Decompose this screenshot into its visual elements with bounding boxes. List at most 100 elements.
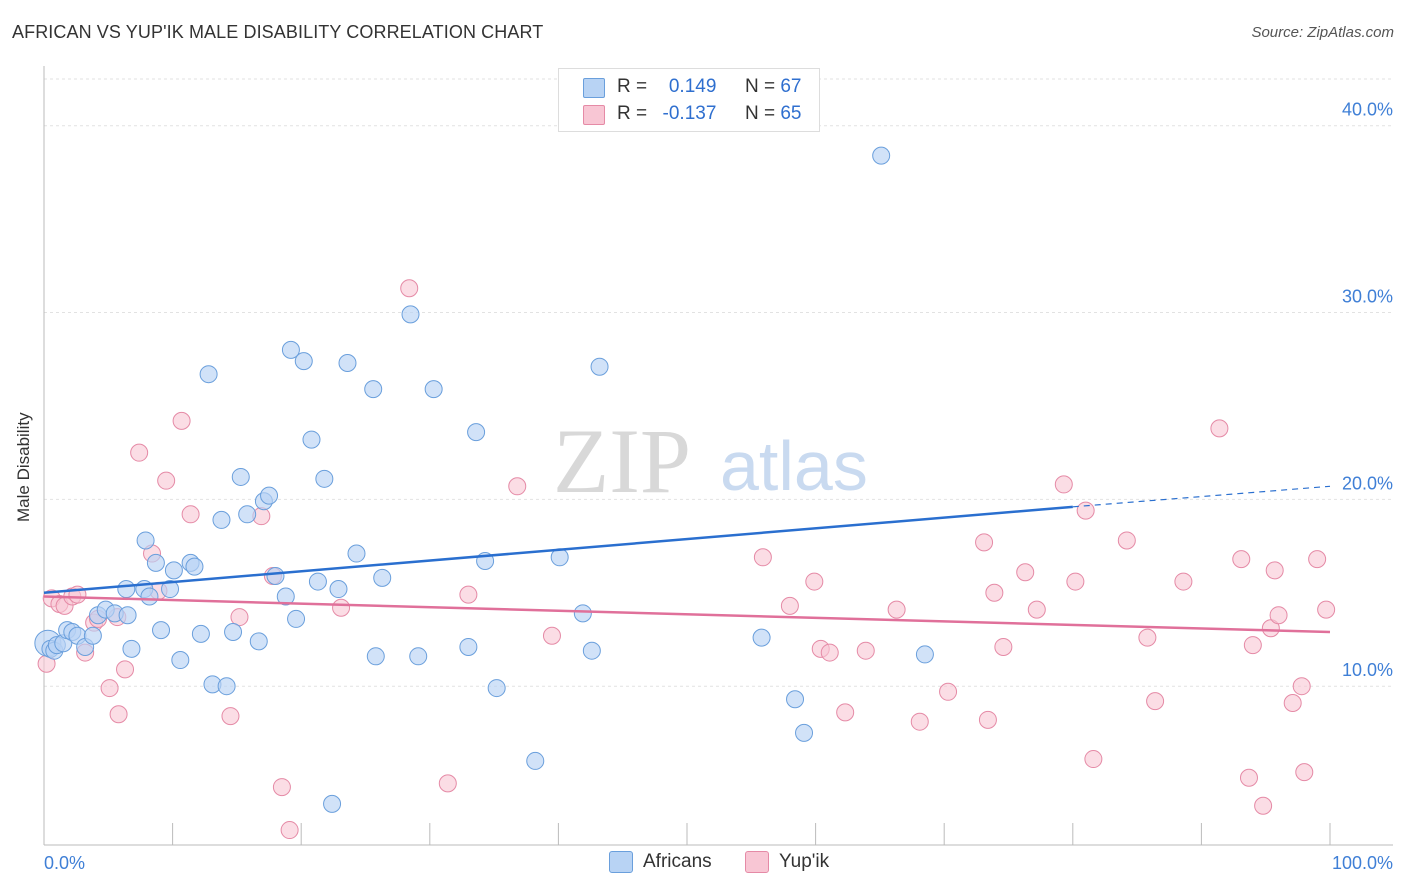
n-value-africans: 67 — [780, 76, 802, 97]
stats-text-yupik: R = -0.137 N = 65 — [617, 103, 801, 125]
africans-point — [526, 751, 545, 770]
legend-label-yupik: Yup'ik — [779, 851, 830, 872]
r-label: R = — [617, 103, 648, 124]
africans-point — [164, 561, 183, 580]
yupik-point — [1265, 561, 1284, 580]
yupik-point — [1292, 677, 1311, 696]
y-axis-label-wrap: Male Disability — [14, 350, 34, 522]
gridlines — [44, 78, 1393, 687]
africans-point — [140, 587, 159, 606]
yupik-point — [459, 585, 478, 604]
africans-trend-line — [43, 505, 1073, 595]
africans-point — [117, 580, 136, 599]
africans-trend-extension — [1072, 485, 1331, 508]
watermark-atlas: atlas — [720, 427, 868, 505]
n-label: N = — [744, 76, 776, 97]
axes — [43, 66, 1393, 846]
yupik-point — [820, 643, 839, 662]
yupik-point — [975, 533, 994, 552]
africans-point — [191, 624, 210, 643]
yupik-point — [805, 572, 824, 591]
africans-point — [590, 357, 609, 376]
yupik-trend-line — [43, 595, 1331, 634]
yupik-point — [985, 583, 1004, 602]
yupik-point — [280, 821, 299, 840]
africans-point — [308, 572, 327, 591]
africans-point — [294, 352, 313, 371]
series-yupik-points — [37, 279, 1336, 840]
yupik-point — [1076, 501, 1095, 520]
africans-point — [287, 609, 306, 628]
yupik-point — [542, 626, 561, 645]
africans-point — [136, 531, 155, 550]
africans-point — [266, 566, 285, 585]
yupik-point — [994, 637, 1013, 656]
yupik-point — [856, 641, 875, 660]
africans-point — [315, 469, 334, 488]
africans-point — [582, 641, 601, 660]
x-tick-label-min: 0.0% — [44, 853, 85, 873]
yupik-point — [1146, 692, 1165, 711]
yupik-point — [1295, 763, 1314, 782]
r-label: R = — [617, 76, 648, 97]
africans-point — [281, 340, 300, 359]
legend-item-africans[interactable]: Africans — [609, 851, 712, 873]
yupik-point — [508, 477, 527, 496]
africans-point — [224, 623, 243, 642]
y-tick-label: 40.0% — [1342, 100, 1393, 120]
africans-point — [217, 677, 236, 696]
yupik-point — [1239, 768, 1258, 787]
africans-point — [424, 380, 443, 399]
watermark: ZIP atlas — [553, 410, 868, 512]
africans-point — [83, 626, 102, 645]
yupik-point — [230, 608, 249, 627]
yupik-point — [978, 710, 997, 729]
africans-point — [467, 423, 486, 442]
series-africans-points — [34, 146, 934, 813]
africans-point — [915, 645, 934, 664]
stats-swatch-yupik — [583, 105, 605, 125]
yupik-point — [753, 548, 772, 567]
yupik-point — [1054, 475, 1073, 494]
chart-source: Source: ZipAtlas.com — [1251, 24, 1394, 41]
africans-point — [302, 430, 321, 449]
yupik-point — [1283, 694, 1302, 713]
africans-point — [146, 553, 165, 572]
y-tick-labels: 10.0% 20.0% 30.0% 40.0% — [1342, 100, 1393, 680]
africans-point — [212, 510, 231, 529]
legend-swatch-africans — [609, 851, 633, 873]
yupik-point — [181, 505, 200, 524]
africans-point — [786, 690, 805, 709]
africans-point — [199, 365, 218, 384]
yupik-point — [1254, 796, 1273, 815]
yupik-point — [221, 707, 240, 726]
stats-swatch-africans — [583, 78, 605, 98]
yupik-point — [1066, 572, 1085, 591]
africans-point — [872, 146, 891, 165]
watermark-zip: ZIP — [553, 410, 691, 512]
africans-point — [487, 679, 506, 698]
africans-point — [323, 794, 342, 813]
y-axis-label: Male Disability — [14, 412, 33, 522]
yupik-point — [100, 679, 119, 698]
africans-point — [373, 568, 392, 587]
africans-point — [409, 647, 428, 666]
y-tick-label: 30.0% — [1342, 287, 1393, 307]
yupik-point — [130, 443, 149, 462]
yupik-point — [1317, 600, 1336, 619]
africans-point — [276, 587, 295, 606]
africans-point — [401, 305, 420, 324]
y-tick-label: 10.0% — [1342, 660, 1393, 680]
yupik-point — [1117, 531, 1136, 550]
yupik-point — [109, 705, 128, 724]
yupik-point — [1016, 563, 1035, 582]
africans-point — [260, 486, 279, 505]
africans-point — [231, 467, 250, 486]
yupik-point — [780, 596, 799, 615]
legend-item-yupik[interactable]: Yup'ik — [745, 851, 829, 873]
yupik-point — [836, 703, 855, 722]
yupik-point — [116, 660, 135, 679]
yupik-point — [887, 600, 906, 619]
africans-point — [459, 637, 478, 656]
yupik-point — [400, 279, 419, 298]
